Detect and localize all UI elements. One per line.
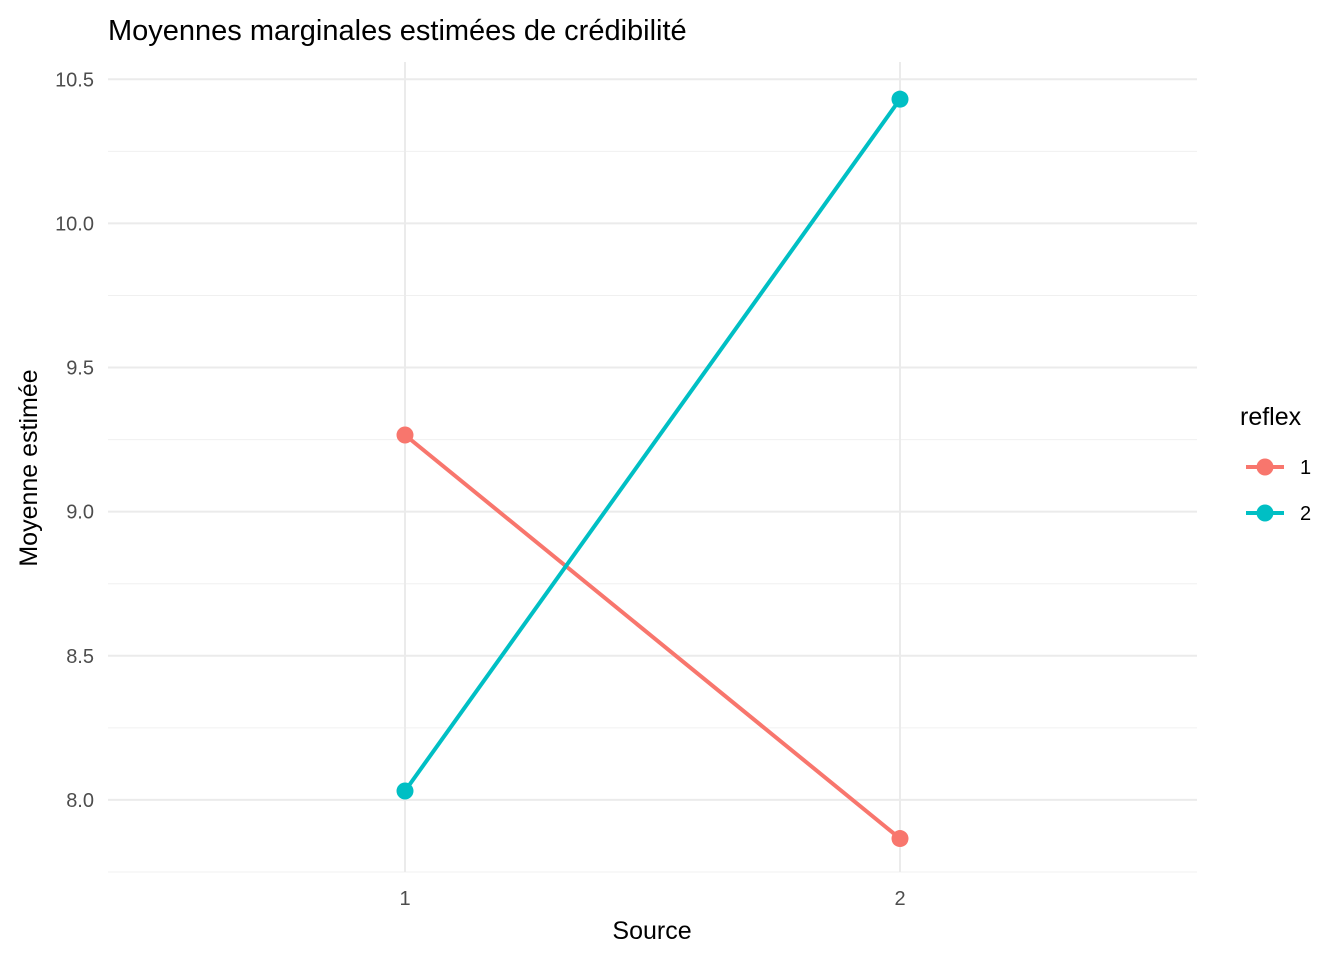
- legend-key-point-1: [1256, 458, 1274, 476]
- chart-title: Moyennes marginales estimées de crédibil…: [108, 15, 687, 47]
- data-point-1: [891, 830, 909, 848]
- y-tick-labels: 8.0 8.5 9.0 9.5 10.0 10.5: [55, 69, 94, 812]
- minor-gridlines: [108, 150, 1197, 873]
- y-tick-label: 8.0: [66, 790, 94, 812]
- legend: reflex 12: [1240, 403, 1311, 525]
- legend-label-1: 1: [1300, 457, 1311, 479]
- data-point-2: [396, 782, 414, 800]
- series-layer: [396, 90, 909, 848]
- legend-title: reflex: [1240, 403, 1302, 431]
- x-axis-title: Source: [612, 917, 691, 945]
- major-gridlines: [108, 62, 1197, 872]
- x-tick-label: 2: [894, 888, 905, 910]
- series-line-2: [403, 98, 902, 793]
- legend-label-2: 2: [1300, 503, 1311, 525]
- y-tick-label: 9.5: [66, 358, 94, 380]
- series-line-1: [403, 433, 902, 841]
- legend-items: 12: [1246, 457, 1311, 525]
- y-axis-title: Moyenne estimée: [15, 369, 43, 566]
- y-tick-label: 8.5: [66, 646, 94, 668]
- y-tick-label: 9.0: [66, 502, 94, 524]
- data-point-2: [891, 90, 909, 108]
- data-point-1: [396, 426, 414, 444]
- y-tick-label: 10.5: [55, 69, 94, 91]
- legend-key-point-2: [1256, 504, 1274, 522]
- x-tick-label: 1: [399, 888, 410, 910]
- y-tick-label: 10.0: [55, 213, 94, 235]
